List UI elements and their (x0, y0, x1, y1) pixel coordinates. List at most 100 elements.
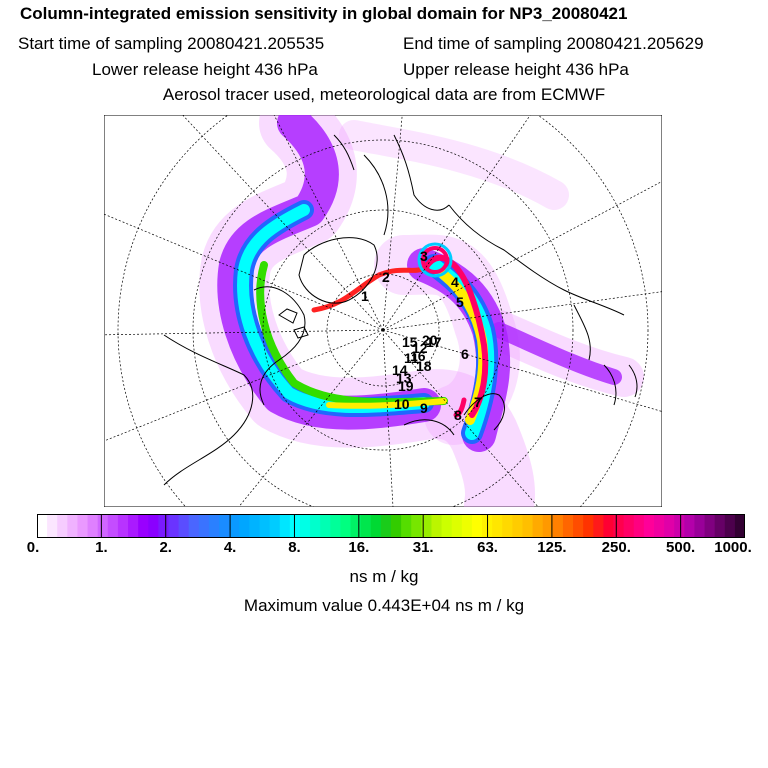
colorbar-swatch (461, 514, 473, 538)
colorbar-swatch (178, 514, 190, 538)
colorbar-swatch (77, 514, 89, 538)
colorbar-swatch (340, 514, 352, 538)
colorbar-swatch (532, 514, 544, 538)
start-time-label: Start time of sampling 20080421.205535 (18, 34, 325, 53)
trajectory-label: 12 (412, 340, 428, 356)
colorbar-tick-label: 2. (159, 539, 172, 556)
colorbar-swatch (562, 514, 574, 538)
colorbar-swatch (451, 514, 463, 538)
colorbar-swatch (734, 514, 745, 538)
colorbar-swatch (583, 514, 594, 538)
colorbar-swatch (441, 514, 453, 538)
colorbar-swatch (391, 514, 402, 538)
colorbar-swatch (148, 514, 159, 538)
upper-release-label: Upper release height 436 hPa (403, 60, 629, 79)
colorbar-swatch (107, 514, 119, 538)
colorbar (37, 514, 745, 538)
colorbar-swatch (593, 514, 604, 538)
colorbar-tick-label: 0. (26, 539, 40, 556)
sensitivity-plume (199, 115, 644, 507)
colorbar-swatch (279, 514, 291, 538)
colorbar-swatch (259, 514, 271, 538)
colorbar-swatch (613, 514, 625, 538)
colorbar-units: ns m / kg (349, 567, 419, 586)
colorbar-swatch (350, 514, 362, 538)
colorbar-swatch (188, 514, 200, 538)
colorbar-swatch (249, 514, 261, 538)
trajectory-label: 4 (451, 274, 459, 290)
colorbar-tick-label: 31. (412, 539, 434, 556)
trajectory-label: 1 (361, 288, 369, 304)
colorbar-tick-label: 125. (537, 539, 567, 556)
end-time-label: End time of sampling 20080421.205629 (403, 34, 704, 53)
colorbar-tick-label: 8. (288, 539, 301, 556)
trajectory-label: 20 (422, 332, 438, 348)
maximum-value-label: Maximum value 0.443E+04 ns m / kg (243, 596, 525, 615)
colorbar-swatch (714, 514, 726, 538)
colorbar-swatch (512, 514, 523, 538)
colorbar-swatch (158, 514, 169, 538)
colorbar-swatch (704, 514, 716, 538)
colorbar-swatch (471, 514, 483, 538)
colorbar-swatch (269, 514, 281, 538)
trajectory-label: 13 (396, 370, 412, 386)
colorbar-swatch (239, 514, 250, 538)
colorbar-swatch (87, 514, 99, 538)
lat-lon-grid (104, 115, 662, 507)
colorbar-swatch (128, 514, 139, 538)
trajectory-label: 19 (398, 378, 414, 394)
colorbar-swatch (67, 514, 78, 538)
trajectory-label: 17 (426, 334, 442, 350)
colorbar-tick-label: 1. (95, 539, 108, 556)
colorbar-swatch (421, 514, 432, 538)
colorbar-swatch (320, 514, 331, 538)
trajectory-label: 8 (454, 407, 462, 423)
colorbar-swatch (299, 514, 311, 538)
trajectory-label: 16 (410, 348, 426, 364)
colorbar-swatch (603, 514, 615, 538)
colorbar-swatch (47, 514, 58, 538)
colorbar-swatch (643, 514, 655, 538)
trajectory-label: 11 (404, 350, 419, 366)
colorbar-swatch (664, 514, 675, 538)
colorbar-swatch (522, 514, 534, 538)
colorbar-swatch (401, 514, 412, 538)
trajectory-label: 10 (394, 396, 410, 412)
trajectory-label: 5 (456, 294, 464, 310)
colorbar-swatch (330, 514, 341, 538)
colorbar-swatch (229, 514, 240, 538)
colorbar-swatch (674, 514, 685, 538)
trajectory-label: 15 (402, 334, 418, 350)
trajectory-label: 7 (474, 394, 482, 410)
colorbar-swatch (411, 514, 422, 538)
colorbar-swatch (694, 514, 706, 538)
colorbar-tick-label: 63. (477, 539, 498, 556)
tracer-info-label: Aerosol tracer used, meteorological data… (162, 85, 606, 104)
coastlines (163, 134, 638, 486)
sensitivity-map: 1 2 3 4 5 6 7 8 9 10 11 12 13 14 15 16 1… (104, 115, 662, 507)
trajectory-label: 3 (420, 248, 428, 264)
colorbar-swatch (208, 514, 220, 538)
colorbar-swatch (431, 514, 443, 538)
colorbar-swatch (117, 514, 129, 538)
trajectory-labels: 1 2 3 4 5 6 7 8 9 10 11 12 13 14 15 16 1… (361, 248, 482, 423)
trajectory-label: 6 (461, 346, 469, 362)
colorbar-swatch (219, 514, 230, 538)
figure-title: Column-integrated emission sensitivity i… (20, 4, 628, 23)
trajectory-label: 14 (392, 362, 408, 378)
colorbar-swatch (623, 514, 635, 538)
colorbar-swatch (97, 514, 109, 538)
colorbar-swatch (310, 514, 321, 538)
colorbar-swatch (289, 514, 301, 538)
colorbar-swatch (552, 514, 564, 538)
colorbar-swatch (542, 514, 554, 538)
colorbar-swatch (653, 514, 665, 538)
colorbar-tick-label: 500. (666, 539, 696, 556)
lower-release-label: Lower release height 436 hPa (92, 60, 318, 79)
colorbar-swatch (380, 514, 392, 538)
trajectory-label: 9 (420, 400, 428, 416)
colorbar-swatch (724, 514, 736, 538)
colorbar-tick-label: 1000. (714, 539, 752, 556)
colorbar-swatch (37, 514, 48, 538)
colorbar-swatch (370, 514, 382, 538)
